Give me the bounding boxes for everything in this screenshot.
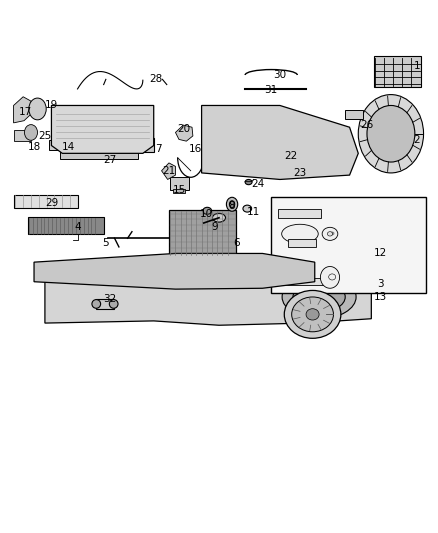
Text: 14: 14 [62, 142, 75, 152]
Ellipse shape [203, 207, 212, 214]
Text: 19: 19 [45, 100, 58, 110]
Bar [28, 217, 104, 235]
Polygon shape [45, 271, 371, 325]
Bar [96, 299, 114, 309]
Bar [374, 56, 421, 87]
Bar [78, 138, 154, 152]
Polygon shape [176, 125, 193, 141]
Text: 29: 29 [45, 198, 58, 208]
Polygon shape [201, 106, 358, 180]
Ellipse shape [29, 98, 46, 120]
Ellipse shape [330, 232, 334, 235]
Polygon shape [34, 254, 315, 289]
Ellipse shape [230, 201, 235, 208]
Ellipse shape [282, 275, 356, 319]
Bar [60, 151, 138, 158]
Ellipse shape [25, 125, 38, 140]
Bar [170, 177, 188, 190]
Text: 22: 22 [284, 150, 297, 160]
Bar [271, 197, 426, 293]
Text: 26: 26 [360, 120, 374, 130]
Text: 27: 27 [103, 155, 117, 165]
Ellipse shape [243, 205, 252, 212]
Ellipse shape [367, 106, 415, 162]
Ellipse shape [92, 300, 101, 308]
Ellipse shape [284, 290, 341, 338]
Ellipse shape [245, 180, 252, 184]
Text: 18: 18 [28, 142, 41, 152]
Text: 12: 12 [374, 248, 387, 259]
Bar [345, 110, 363, 118]
Text: 9: 9 [212, 222, 218, 232]
Bar [279, 278, 325, 285]
Text: 13: 13 [374, 292, 387, 302]
Polygon shape [51, 106, 154, 154]
Text: 5: 5 [102, 238, 109, 247]
Ellipse shape [293, 282, 345, 312]
Text: 31: 31 [265, 85, 278, 95]
Text: 23: 23 [293, 168, 306, 178]
Ellipse shape [328, 274, 336, 280]
Text: 21: 21 [162, 166, 176, 176]
Ellipse shape [212, 213, 226, 222]
Text: 2: 2 [414, 135, 420, 146]
Text: 1: 1 [414, 61, 420, 71]
Text: 24: 24 [251, 179, 265, 189]
Text: 4: 4 [74, 222, 81, 232]
Bar [169, 210, 237, 256]
Ellipse shape [110, 300, 118, 308]
Text: 20: 20 [178, 124, 191, 134]
Text: 11: 11 [247, 207, 261, 217]
Ellipse shape [226, 197, 238, 211]
Ellipse shape [282, 224, 318, 244]
Text: 30: 30 [273, 70, 286, 80]
Bar [49, 140, 73, 150]
Ellipse shape [322, 228, 338, 240]
Text: 3: 3 [377, 279, 383, 289]
Bar [286, 164, 311, 176]
Text: 8: 8 [229, 200, 235, 211]
Ellipse shape [306, 309, 319, 320]
Bar [14, 195, 78, 208]
Text: 15: 15 [173, 185, 187, 195]
Bar [173, 189, 185, 193]
Ellipse shape [321, 266, 339, 288]
Text: 10: 10 [199, 209, 212, 219]
Ellipse shape [292, 297, 333, 332]
Text: 32: 32 [103, 294, 117, 304]
Polygon shape [162, 163, 176, 180]
Bar [278, 209, 321, 218]
Text: 6: 6 [233, 238, 240, 247]
Bar [14, 130, 31, 141]
Text: 25: 25 [38, 131, 52, 141]
Text: 28: 28 [149, 75, 162, 84]
Bar [288, 239, 316, 247]
Ellipse shape [358, 94, 424, 173]
Ellipse shape [327, 232, 332, 236]
Polygon shape [14, 97, 31, 123]
Text: 16: 16 [188, 144, 201, 154]
Text: 17: 17 [19, 107, 32, 117]
Text: 7: 7 [155, 144, 161, 154]
Bar [276, 148, 295, 158]
